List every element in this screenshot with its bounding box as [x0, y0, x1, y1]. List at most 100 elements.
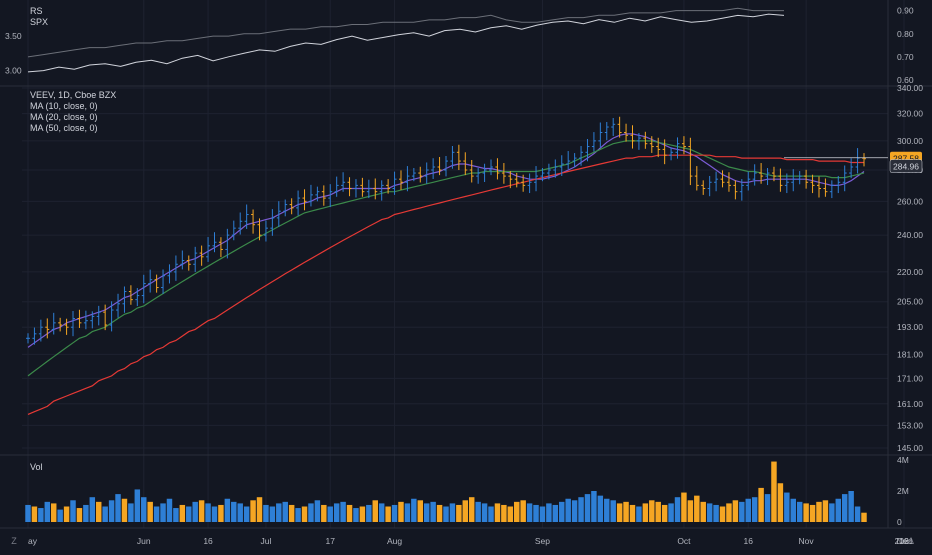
- price-tick-label: 161.00: [897, 399, 923, 409]
- volume-bar: [135, 489, 140, 522]
- volume-bar: [591, 491, 596, 522]
- volume-bar: [199, 500, 204, 522]
- symbol-title[interactable]: VEEV, 1D, Cboe BZX: [30, 90, 116, 101]
- volume-bar: [360, 507, 365, 523]
- volume-bar: [842, 494, 847, 522]
- price-tick-label: 240.00: [897, 230, 923, 240]
- volume-bar: [726, 503, 731, 522]
- rs-left-tick-label: 3.50: [5, 31, 22, 41]
- volume-bar: [546, 503, 551, 522]
- volume-bar: [617, 503, 622, 522]
- legend-ma20[interactable]: MA (20, close, 0): [30, 112, 116, 123]
- volume-bar: [405, 503, 410, 522]
- volume-bar: [115, 494, 120, 522]
- time-tick-label: Sep: [535, 536, 550, 546]
- volume-bar: [83, 505, 88, 522]
- volume-bar: [430, 502, 435, 522]
- volume-bar: [180, 505, 185, 522]
- legend-ma50[interactable]: MA (50, close, 0): [30, 123, 116, 134]
- time-tick-label: Aug: [387, 536, 402, 546]
- volume-bar: [411, 499, 416, 522]
- volume-bar: [823, 500, 828, 522]
- volume-bar: [192, 502, 197, 522]
- volume-bar: [385, 507, 390, 523]
- chart-background: [0, 0, 932, 550]
- volume-bar: [456, 505, 461, 522]
- rs-right-tick-label: 0.60: [897, 75, 914, 85]
- volume-bar: [334, 503, 339, 522]
- ma-price-badge-label: 284.96: [893, 162, 919, 172]
- volume-bar: [649, 500, 654, 522]
- volume-bar: [366, 505, 371, 522]
- volume-bar: [263, 505, 268, 522]
- volume-bar: [482, 503, 487, 522]
- volume-bar: [765, 494, 770, 522]
- volume-bar: [289, 505, 294, 522]
- volume-bar: [610, 500, 615, 522]
- price-legend: VEEV, 1D, Cboe BZX MA (10, close, 0) MA …: [30, 90, 116, 134]
- volume-bar: [578, 497, 583, 522]
- time-tick-label: 16: [744, 536, 754, 546]
- time-tick-label: 16: [203, 536, 213, 546]
- volume-bar: [379, 503, 384, 522]
- volume-bar: [778, 483, 783, 522]
- time-tick-label: Jul: [261, 536, 272, 546]
- volume-bar: [527, 503, 532, 522]
- volume-bar: [803, 503, 808, 522]
- volume-bar: [681, 493, 686, 522]
- volume-bar: [373, 500, 378, 522]
- volume-bar: [688, 500, 693, 522]
- volume-bar: [295, 508, 300, 522]
- volume-bar: [257, 497, 262, 522]
- price-tick-label: 205.00: [897, 297, 923, 307]
- rs-left-tick-label: 3.00: [5, 66, 22, 76]
- volume-bar: [392, 505, 397, 522]
- volume-bar: [154, 507, 159, 523]
- volume-bar: [758, 488, 763, 522]
- volume-bar: [533, 505, 538, 522]
- volume-bar: [495, 503, 500, 522]
- volume-bar: [90, 497, 95, 522]
- volume-bar: [520, 500, 525, 522]
- volume-bar: [572, 500, 577, 522]
- volume-bar: [122, 499, 127, 522]
- volume-bar: [205, 503, 210, 522]
- volume-bar: [315, 500, 320, 522]
- volume-bar: [733, 500, 738, 522]
- volume-bar: [244, 507, 249, 523]
- price-tick-label: 220.00: [897, 267, 923, 277]
- volume-bar: [713, 505, 718, 522]
- rs-legend-spx: SPX: [30, 17, 48, 28]
- chart-canvas[interactable]: 340.00320.00300.00280.00260.00240.00220.…: [0, 0, 932, 550]
- volume-bar: [655, 502, 660, 522]
- volume-bar: [791, 499, 796, 522]
- volume-bar: [623, 502, 628, 522]
- volume-bar: [282, 502, 287, 522]
- volume-bar: [225, 499, 230, 522]
- price-tick-label: 145.00: [897, 443, 923, 453]
- volume-bar: [797, 502, 802, 522]
- volume-bar: [328, 507, 333, 523]
- volume-bar: [141, 497, 146, 522]
- volume-bar: [784, 493, 789, 522]
- volume-bar: [77, 508, 82, 522]
- timezone-icon[interactable]: Z: [7, 534, 21, 548]
- volume-bar: [70, 500, 75, 522]
- volume-bar: [276, 503, 281, 522]
- volume-bar: [630, 505, 635, 522]
- chart-stage: 340.00320.00300.00280.00260.00240.00220.…: [0, 0, 932, 550]
- auto-scale-icon[interactable]: A: [904, 534, 918, 548]
- volume-bar: [353, 508, 358, 522]
- volume-bar: [565, 499, 570, 522]
- legend-ma10[interactable]: MA (10, close, 0): [30, 101, 116, 112]
- volume-bar: [700, 502, 705, 522]
- volume-bar: [598, 496, 603, 522]
- volume-bar: [437, 505, 442, 522]
- volume-legend: Vol: [30, 462, 43, 473]
- volume-bar: [38, 508, 43, 522]
- volume-tick-label: 2M: [897, 486, 909, 496]
- volume-tick-label: 4M: [897, 455, 909, 465]
- price-tick-label: 171.00: [897, 373, 923, 383]
- volume-bar: [836, 499, 841, 522]
- volume-bar: [848, 491, 853, 522]
